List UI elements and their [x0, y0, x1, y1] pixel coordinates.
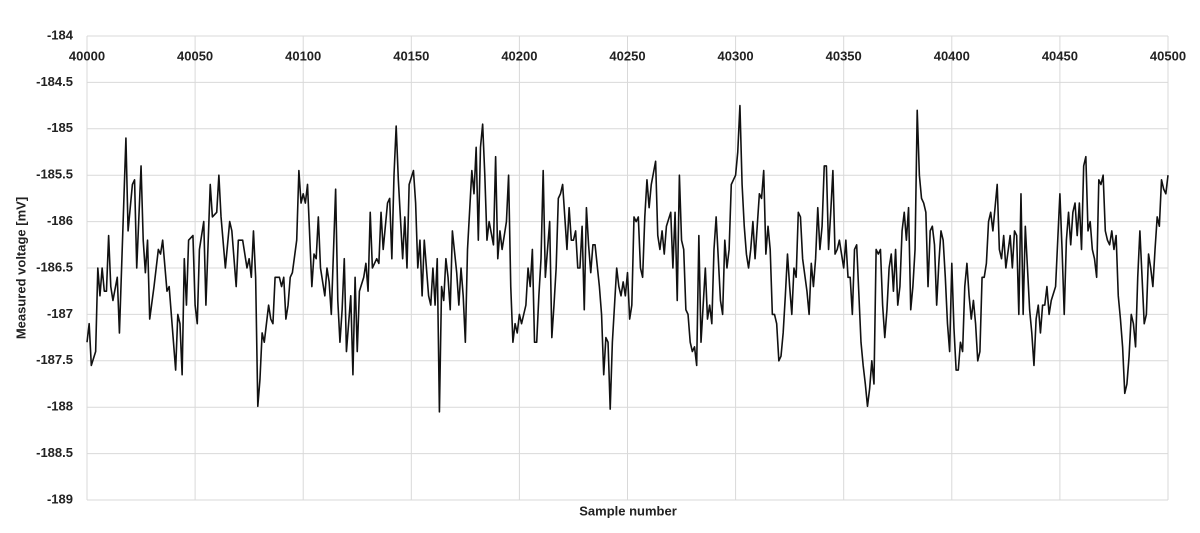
x-tick-label: 40250 — [609, 48, 645, 63]
x-tick-label: 40050 — [177, 48, 213, 63]
data-line — [86, 104, 1169, 413]
y-tick-label: -188.5 — [36, 445, 73, 460]
y-tick-label: -185.5 — [36, 167, 73, 182]
x-tick-label: 40500 — [1150, 48, 1186, 63]
x-tick-label: 40200 — [501, 48, 537, 63]
y-tick-label: -184 — [47, 27, 74, 42]
y-tick-label: -189 — [47, 491, 73, 506]
y-tick-label: -185 — [47, 120, 73, 135]
y-axis-title: Measured voltage [mV] — [13, 197, 28, 339]
x-tick-label: 40300 — [718, 48, 754, 63]
x-tick-label: 40450 — [1042, 48, 1078, 63]
y-tick-label: -187 — [47, 306, 73, 321]
y-tick-label: -188 — [47, 399, 73, 414]
x-tick-label: 40100 — [285, 48, 321, 63]
x-tick-label: 40350 — [826, 48, 862, 63]
x-tick-label: 40150 — [393, 48, 429, 63]
x-tick-label: 40400 — [934, 48, 970, 63]
y-tick-label: -186.5 — [36, 259, 73, 274]
x-axis-title: Sample number — [579, 503, 677, 518]
y-tick-label: -184.5 — [36, 74, 73, 89]
y-tick-label: -186 — [47, 213, 73, 228]
x-tick-label: 40000 — [69, 48, 105, 63]
y-tick-label: -187.5 — [36, 352, 73, 367]
